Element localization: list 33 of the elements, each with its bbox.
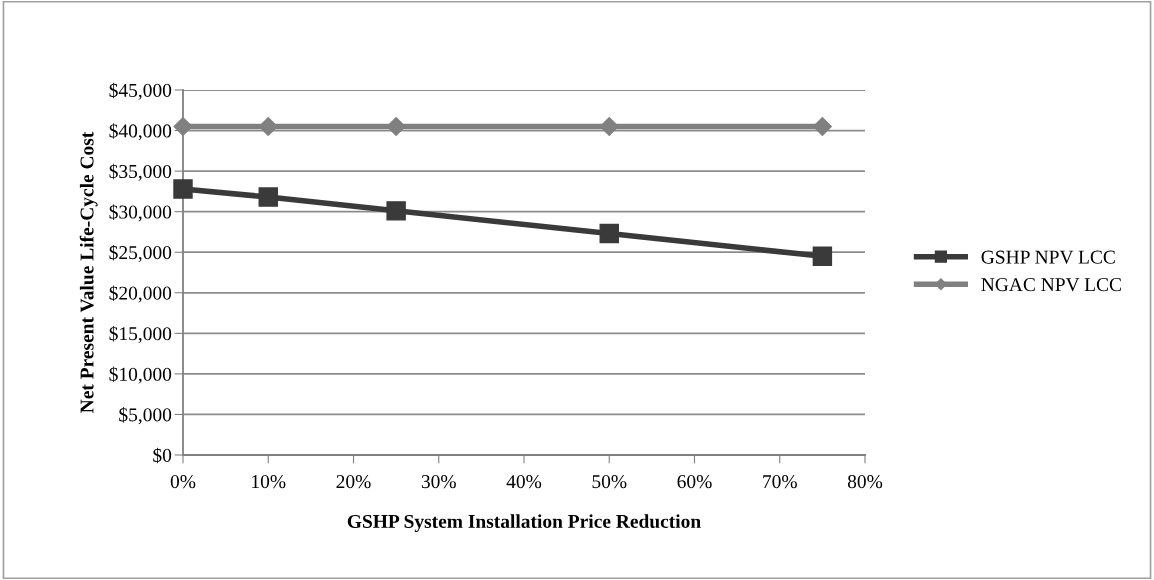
x-tick-label: 70% xyxy=(763,475,797,489)
y-tick-label: $0 xyxy=(153,447,172,464)
y-tick-label: $25,000 xyxy=(109,244,172,262)
y-tick-label: $45,000 xyxy=(109,82,172,100)
y-tick-label: $35,000 xyxy=(109,163,172,181)
x-tick-label: 30% xyxy=(421,475,456,489)
point xyxy=(599,116,619,137)
x-tick-label: 10% xyxy=(252,475,286,489)
x-axis-title: GSHP System Installation Price Reduction xyxy=(347,514,701,532)
point xyxy=(258,187,278,207)
point xyxy=(173,179,193,199)
y-tick-label: $30,000 xyxy=(109,204,172,222)
y-tick-label: $15,000 xyxy=(109,326,172,344)
y-tick-label: $20,000 xyxy=(109,285,172,303)
y-tick-label: $40,000 xyxy=(109,123,172,141)
y-tick-label: $5,000 xyxy=(119,407,172,425)
point xyxy=(812,116,832,137)
point xyxy=(386,201,406,221)
legend-label: GSHP NPV LCC xyxy=(981,250,1115,264)
x-tick-label: 80% xyxy=(847,475,883,489)
point xyxy=(258,116,278,137)
x-tick-label: 40% xyxy=(506,475,542,489)
point xyxy=(599,223,619,244)
x-tick-label: 20% xyxy=(336,475,371,489)
y-tick-label: $10,000 xyxy=(109,366,172,384)
point xyxy=(812,246,833,267)
legend-label: NGAC NPV LCC xyxy=(981,278,1121,292)
x-tick-label: 0% xyxy=(170,475,196,489)
x-tick-label: 60% xyxy=(677,475,712,489)
point xyxy=(173,116,193,137)
x-tick-label: 50% xyxy=(592,475,627,489)
point xyxy=(386,116,406,137)
y-axis-title: Net Present Value Life-Cycle Cost xyxy=(79,131,98,413)
